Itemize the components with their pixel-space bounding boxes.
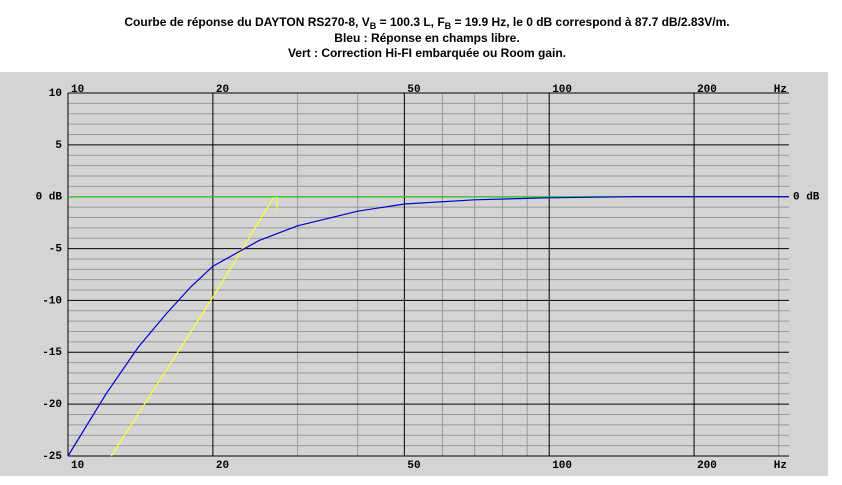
title-part: Courbe de réponse du DAYTON RS270-8, V [124,15,369,29]
chart-title: Courbe de réponse du DAYTON RS270-8, VB … [124,15,729,31]
title-part: = 100.3 L, F [376,15,444,29]
title-sub: B [445,21,452,31]
x-tick-label-top: 100 [552,84,572,96]
x-tick-label-bottom: 100 [552,460,572,472]
x-unit-bottom: Hz [774,460,787,472]
series-line [67,196,789,457]
x-tick-label-bottom: 20 [216,460,229,472]
x-tick-label-bottom: 50 [407,460,420,472]
y-tick-label: -10 [42,295,62,307]
y-tick-label: 0 dB [36,192,63,204]
y-tick-label-right: 0 dB [793,192,820,204]
subtitle: Vert : Correction Hi-FI embarquée ou Roo… [288,46,566,60]
y-tick-label: 5 [55,140,62,152]
subtitle: Bleu : Réponse en champs libre. [334,31,519,45]
x-unit-top: Hz [774,84,787,96]
y-tick-label: -5 [49,243,63,255]
x-tick-label-bottom: 10 [71,460,84,472]
x-tick-label-top: 200 [697,84,717,96]
x-tick-label-top: 20 [216,84,229,96]
plot-panel [0,72,828,476]
title-sub: B [370,21,377,31]
x-tick-label-bottom: 200 [697,460,717,472]
y-tick-label: 10 [49,88,62,100]
x-tick-label-top: 10 [71,84,84,96]
y-tick-label: -20 [42,399,62,411]
title-part: = 19.9 Hz, le 0 dB correspond à 87.7 dB/… [451,15,729,29]
x-tick-label-top: 50 [407,84,420,96]
y-tick-label: -15 [42,347,62,359]
y-tick-label: -25 [42,451,62,463]
